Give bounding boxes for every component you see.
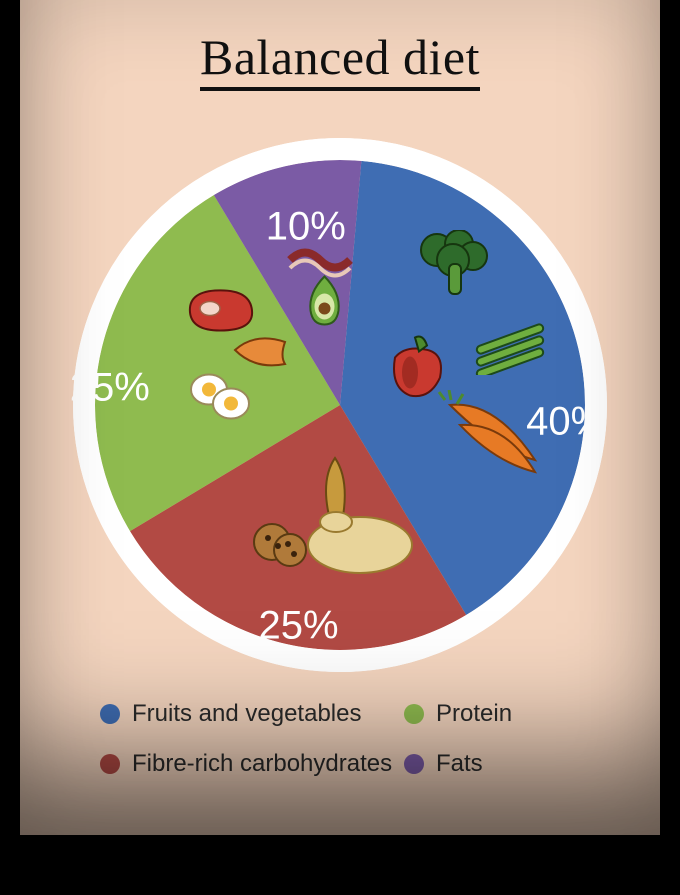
legend-label: Fruits and vegetables bbox=[132, 700, 361, 728]
pie-chart: 40% 25% 25% 10% bbox=[70, 135, 610, 675]
cookie-icon bbox=[250, 520, 310, 570]
slice-label-carbs: 25% bbox=[258, 604, 338, 649]
legend-label: Fibre-rich carbohydrates bbox=[132, 750, 392, 778]
eggs-icon bbox=[185, 368, 255, 423]
legend-item-fats: Fats bbox=[404, 750, 600, 778]
swatch-icon bbox=[404, 704, 424, 724]
legend-item-fruits-veg: Fruits and vegetables bbox=[100, 700, 394, 728]
slice-label-fats: 10% bbox=[266, 204, 346, 249]
legend: Fruits and vegetables Protein Fibre-rich… bbox=[100, 700, 600, 778]
asparagus-icon bbox=[465, 305, 555, 375]
slice-label-protein: 25% bbox=[70, 365, 150, 410]
legend-label: Fats bbox=[436, 750, 483, 778]
legend-item-protein: Protein bbox=[404, 700, 600, 728]
legend-label: Protein bbox=[436, 700, 512, 728]
avocado-icon bbox=[303, 273, 348, 328]
swatch-icon bbox=[404, 754, 424, 774]
swatch-icon bbox=[100, 754, 120, 774]
title-text: Balanced diet bbox=[200, 29, 480, 91]
page-title: Balanced diet bbox=[20, 28, 660, 86]
swatch-icon bbox=[100, 704, 120, 724]
infographic-canvas: Balanced diet bbox=[20, 0, 660, 835]
fish-icon bbox=[230, 330, 300, 370]
slice-label-fruits_veg: 40% bbox=[526, 400, 606, 445]
legend-item-carbs: Fibre-rich carbohydrates bbox=[100, 750, 394, 778]
broccoli-icon bbox=[415, 230, 495, 300]
